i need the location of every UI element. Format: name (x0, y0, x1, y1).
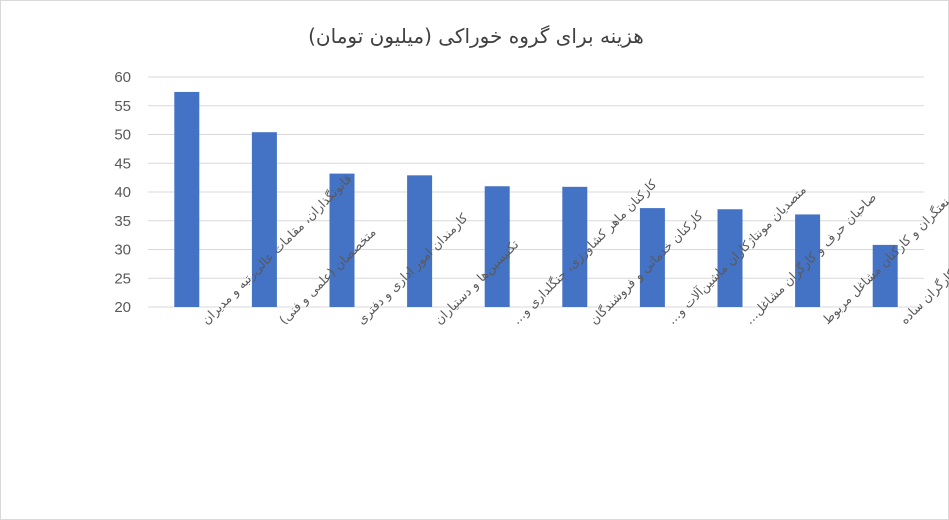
bar (795, 214, 821, 307)
y-tick-label: 25 (114, 270, 131, 287)
y-tick-label: 45 (114, 155, 131, 172)
bar (484, 186, 510, 307)
gridlines (148, 76, 924, 308)
bar (872, 244, 898, 307)
y-tick-label: 20 (114, 299, 131, 316)
bar (251, 132, 277, 307)
bar (717, 209, 743, 307)
bars (174, 91, 898, 307)
y-tick-label: 60 (114, 69, 131, 86)
chart-title: هزینه برای گروه خوراکی (میلیون تومان) (308, 24, 644, 48)
bar (407, 175, 433, 307)
y-tick-label: 55 (114, 98, 131, 115)
y-tick-label: 50 (114, 127, 131, 144)
y-axis-ticks: 20 25 30 35 40 45 50 55 60 (114, 69, 131, 316)
bar (562, 186, 588, 307)
bar (639, 208, 665, 307)
bar (329, 173, 355, 307)
y-tick-label: 30 (114, 242, 131, 259)
x-tick-label: کارگران ساده (897, 266, 949, 328)
y-tick-label: 40 (114, 184, 131, 201)
y-tick-label: 35 (114, 213, 131, 230)
bar (174, 91, 200, 307)
